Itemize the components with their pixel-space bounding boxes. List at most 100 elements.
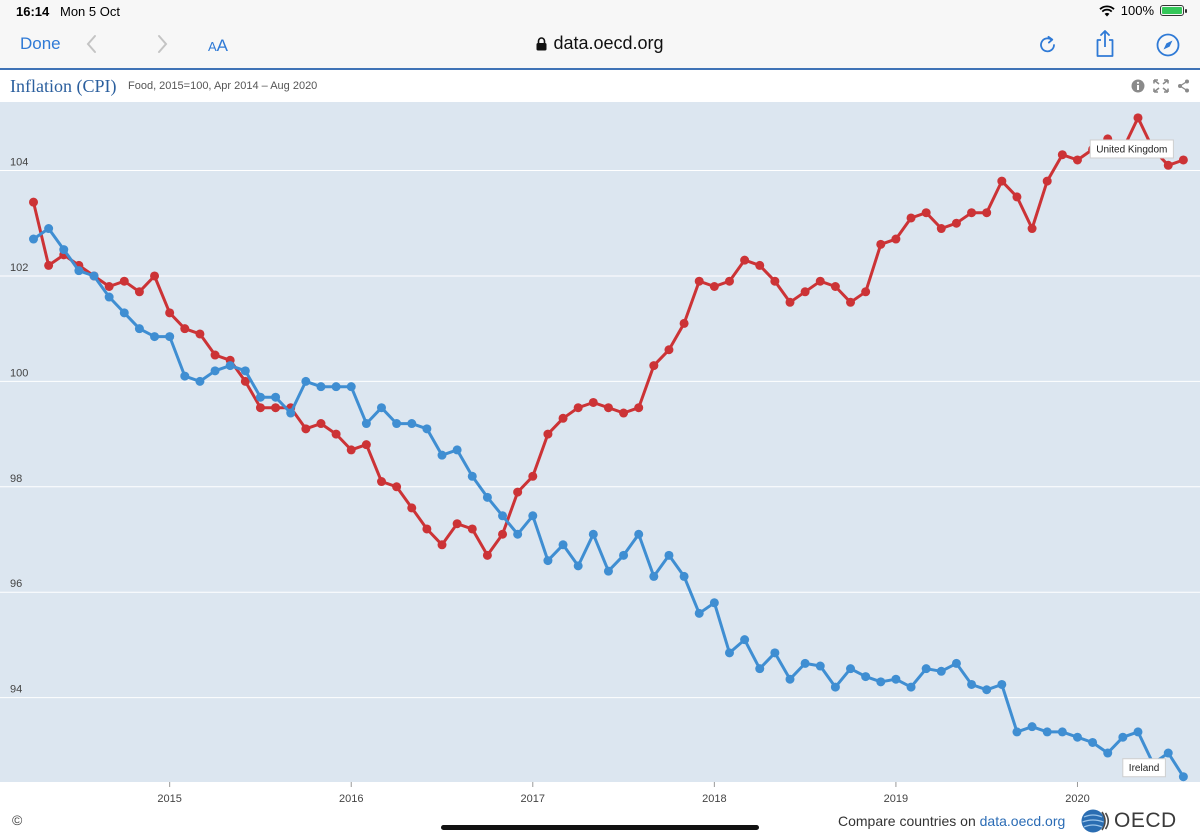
ireland-point[interactable] bbox=[225, 361, 235, 371]
united-kingdom-point[interactable] bbox=[951, 218, 961, 228]
ireland-point[interactable] bbox=[861, 672, 871, 682]
united-kingdom-point[interactable] bbox=[846, 297, 856, 307]
ireland-point[interactable] bbox=[573, 561, 583, 571]
address-bar[interactable]: data.oecd.org bbox=[0, 33, 1200, 54]
united-kingdom-point[interactable] bbox=[755, 260, 765, 270]
united-kingdom-point[interactable] bbox=[770, 276, 780, 286]
united-kingdom-point[interactable] bbox=[195, 329, 205, 339]
united-kingdom-point[interactable] bbox=[558, 413, 568, 423]
ireland-point[interactable] bbox=[982, 685, 992, 695]
ireland-point[interactable] bbox=[876, 677, 886, 687]
united-kingdom-point[interactable] bbox=[180, 324, 190, 334]
united-kingdom-point[interactable] bbox=[301, 424, 311, 434]
united-kingdom-point[interactable] bbox=[44, 260, 54, 270]
ireland-point[interactable] bbox=[346, 382, 356, 392]
united-kingdom-point[interactable] bbox=[29, 197, 38, 207]
united-kingdom-point[interactable] bbox=[649, 361, 659, 371]
united-kingdom-point[interactable] bbox=[830, 281, 840, 291]
ireland-point[interactable] bbox=[830, 682, 840, 692]
united-kingdom-point[interactable] bbox=[165, 308, 175, 318]
united-kingdom-point[interactable] bbox=[997, 176, 1007, 186]
text-size-button[interactable]: AA bbox=[208, 36, 228, 56]
united-kingdom-point[interactable] bbox=[422, 524, 432, 534]
ireland-point[interactable] bbox=[1057, 727, 1067, 737]
ireland-point[interactable] bbox=[376, 403, 386, 413]
ireland-point[interactable] bbox=[755, 664, 765, 674]
united-kingdom-point[interactable] bbox=[210, 350, 220, 360]
united-kingdom-point[interactable] bbox=[528, 471, 538, 481]
ireland-point[interactable] bbox=[150, 332, 160, 342]
ireland-point[interactable] bbox=[588, 529, 598, 539]
ireland-point[interactable] bbox=[1088, 737, 1098, 747]
united-kingdom-point[interactable] bbox=[331, 429, 341, 439]
forward-chevron-icon[interactable] bbox=[152, 30, 172, 58]
ireland-point[interactable] bbox=[165, 332, 175, 342]
united-kingdom-point[interactable] bbox=[861, 287, 871, 297]
ireland-point[interactable] bbox=[74, 266, 84, 276]
united-kingdom-point[interactable] bbox=[437, 540, 447, 550]
ireland-point[interactable] bbox=[392, 419, 402, 429]
ireland-point[interactable] bbox=[619, 550, 629, 560]
united-kingdom-point[interactable] bbox=[1057, 150, 1067, 160]
ireland-point[interactable] bbox=[543, 556, 553, 566]
done-button[interactable]: Done bbox=[20, 34, 61, 53]
united-kingdom-point[interactable] bbox=[1027, 224, 1037, 234]
united-kingdom-point[interactable] bbox=[815, 276, 825, 286]
ireland-point[interactable] bbox=[1042, 727, 1052, 737]
ireland-point[interactable] bbox=[407, 419, 417, 429]
ireland-point[interactable] bbox=[180, 371, 190, 381]
united-kingdom-point[interactable] bbox=[1042, 176, 1052, 186]
share-icon[interactable] bbox=[1093, 28, 1117, 60]
ireland-point[interactable] bbox=[1163, 748, 1173, 758]
ireland-point[interactable] bbox=[513, 529, 523, 539]
united-kingdom-point[interactable] bbox=[1178, 155, 1188, 165]
ireland-point[interactable] bbox=[316, 382, 326, 392]
back-chevron-icon[interactable] bbox=[82, 30, 102, 58]
ireland-point[interactable] bbox=[271, 392, 281, 402]
ireland-point[interactable] bbox=[951, 658, 961, 668]
ireland-point[interactable] bbox=[528, 511, 538, 521]
united-kingdom-point[interactable] bbox=[664, 345, 674, 355]
united-kingdom-point[interactable] bbox=[1133, 113, 1143, 123]
united-kingdom-point[interactable] bbox=[361, 440, 371, 450]
united-kingdom-point[interactable] bbox=[724, 276, 734, 286]
united-kingdom-point[interactable] bbox=[376, 477, 386, 487]
ireland-point[interactable] bbox=[846, 664, 856, 674]
ireland-point[interactable] bbox=[104, 292, 114, 302]
ireland-point[interactable] bbox=[1178, 772, 1188, 782]
united-kingdom-point[interactable] bbox=[936, 224, 946, 234]
united-kingdom-point[interactable] bbox=[119, 276, 129, 286]
united-kingdom-point[interactable] bbox=[271, 403, 281, 413]
ireland-point[interactable] bbox=[664, 550, 674, 560]
united-kingdom-point[interactable] bbox=[1072, 155, 1082, 165]
ireland-point[interactable] bbox=[770, 648, 780, 658]
ireland-point[interactable] bbox=[800, 658, 810, 668]
ireland-point[interactable] bbox=[649, 571, 659, 581]
united-kingdom-point[interactable] bbox=[785, 297, 795, 307]
ireland-point[interactable] bbox=[134, 324, 144, 334]
ireland-point[interactable] bbox=[694, 608, 704, 618]
united-kingdom-point[interactable] bbox=[921, 208, 931, 218]
ireland-point[interactable] bbox=[498, 511, 508, 521]
ireland-point[interactable] bbox=[1072, 732, 1082, 742]
united-kingdom-point[interactable] bbox=[679, 318, 689, 328]
united-kingdom-point[interactable] bbox=[740, 255, 750, 265]
united-kingdom-point[interactable] bbox=[240, 376, 250, 386]
ireland-point[interactable] bbox=[195, 376, 205, 386]
united-kingdom-point[interactable] bbox=[573, 403, 583, 413]
ireland-point[interactable] bbox=[452, 445, 462, 455]
ireland-point[interactable] bbox=[44, 224, 54, 234]
ireland-point[interactable] bbox=[422, 424, 432, 434]
ireland-point[interactable] bbox=[1103, 748, 1113, 758]
ireland-point[interactable] bbox=[29, 234, 38, 244]
ireland-point[interactable] bbox=[634, 529, 644, 539]
united-kingdom-point[interactable] bbox=[452, 519, 462, 529]
united-kingdom-point[interactable] bbox=[1012, 192, 1022, 202]
united-kingdom-point[interactable] bbox=[876, 239, 886, 249]
ireland-point[interactable] bbox=[709, 598, 719, 608]
united-kingdom-point[interactable] bbox=[1163, 160, 1173, 170]
united-kingdom-point[interactable] bbox=[603, 403, 613, 413]
ireland-point[interactable] bbox=[89, 271, 99, 281]
ireland-point[interactable] bbox=[210, 366, 220, 376]
united-kingdom-point[interactable] bbox=[800, 287, 810, 297]
